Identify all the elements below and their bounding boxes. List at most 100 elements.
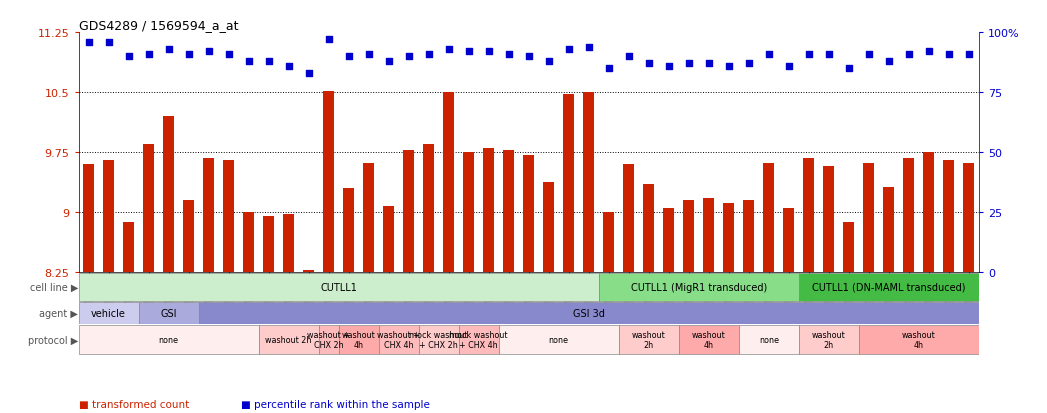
- Point: [801, 51, 818, 58]
- Bar: [739, 325, 799, 355]
- Bar: [243, 213, 254, 273]
- Bar: [823, 166, 834, 273]
- Text: washout +
CHX 2h: washout + CHX 2h: [307, 330, 350, 349]
- Text: cell line ▶: cell line ▶: [29, 282, 79, 292]
- Point: [960, 51, 977, 58]
- Bar: [884, 187, 894, 273]
- Bar: [678, 325, 739, 355]
- Bar: [524, 155, 534, 273]
- Point: [841, 66, 857, 72]
- Point: [881, 59, 897, 65]
- Text: GDS4289 / 1569594_a_at: GDS4289 / 1569594_a_at: [79, 19, 238, 32]
- Bar: [79, 302, 138, 324]
- Bar: [859, 325, 979, 355]
- Text: washout +
CHX 4h: washout + CHX 4h: [377, 330, 420, 349]
- Bar: [324, 91, 334, 273]
- Bar: [143, 145, 154, 273]
- Bar: [79, 325, 259, 355]
- Bar: [904, 159, 914, 273]
- Point: [281, 63, 297, 70]
- Bar: [543, 183, 554, 273]
- Point: [621, 54, 638, 60]
- Text: washout
4h: washout 4h: [692, 330, 726, 349]
- Point: [380, 59, 397, 65]
- Point: [861, 51, 877, 58]
- Bar: [419, 325, 459, 355]
- Point: [481, 49, 497, 55]
- Bar: [383, 206, 394, 273]
- Text: vehicle: vehicle: [91, 308, 126, 318]
- Point: [821, 51, 838, 58]
- Bar: [338, 325, 379, 355]
- Bar: [563, 95, 574, 273]
- Point: [340, 54, 357, 60]
- Point: [461, 49, 477, 55]
- Point: [140, 51, 157, 58]
- Bar: [443, 93, 454, 273]
- Point: [520, 54, 537, 60]
- Point: [160, 47, 177, 53]
- Bar: [423, 145, 435, 273]
- Text: washout
4h: washout 4h: [341, 330, 376, 349]
- Point: [500, 51, 517, 58]
- Bar: [684, 201, 694, 273]
- Bar: [223, 161, 235, 273]
- Bar: [599, 273, 799, 301]
- Bar: [803, 159, 815, 273]
- Text: agent ▶: agent ▶: [39, 308, 79, 318]
- Bar: [318, 325, 338, 355]
- Point: [441, 47, 458, 53]
- Point: [740, 61, 757, 67]
- Point: [580, 44, 597, 51]
- Point: [420, 51, 437, 58]
- Bar: [799, 273, 979, 301]
- Text: washout
2h: washout 2h: [812, 330, 846, 349]
- Text: protocol ▶: protocol ▶: [28, 335, 79, 345]
- Bar: [304, 270, 314, 273]
- Text: CUTLL1 (MigR1 transduced): CUTLL1 (MigR1 transduced): [630, 282, 767, 292]
- Point: [101, 39, 117, 46]
- Bar: [199, 302, 979, 324]
- Text: mock washout
+ CHX 2h: mock washout + CHX 2h: [409, 330, 468, 349]
- Bar: [203, 159, 214, 273]
- Point: [240, 59, 257, 65]
- Point: [400, 54, 417, 60]
- Point: [220, 51, 237, 58]
- Text: none: none: [759, 335, 779, 344]
- Bar: [163, 117, 174, 273]
- Point: [320, 37, 337, 43]
- Point: [360, 51, 377, 58]
- Point: [540, 59, 557, 65]
- Text: CUTLL1 (DN-MAML transduced): CUTLL1 (DN-MAML transduced): [812, 282, 965, 292]
- Bar: [603, 213, 615, 273]
- Bar: [643, 185, 654, 273]
- Point: [300, 71, 317, 77]
- Text: GSI: GSI: [160, 308, 177, 318]
- Point: [200, 49, 217, 55]
- Point: [681, 61, 697, 67]
- Text: ■ transformed count: ■ transformed count: [79, 399, 188, 409]
- Bar: [943, 161, 955, 273]
- Text: none: none: [158, 335, 179, 344]
- Bar: [864, 163, 874, 273]
- Bar: [283, 214, 294, 273]
- Bar: [743, 201, 754, 273]
- Text: washout 2h: washout 2h: [266, 335, 312, 344]
- Bar: [923, 153, 934, 273]
- Bar: [463, 153, 474, 273]
- Text: none: none: [549, 335, 569, 344]
- Text: ■ percentile rank within the sample: ■ percentile rank within the sample: [241, 399, 429, 409]
- Bar: [103, 161, 114, 273]
- Point: [180, 51, 197, 58]
- Bar: [343, 189, 354, 273]
- Point: [720, 63, 737, 70]
- Bar: [83, 165, 94, 273]
- Bar: [723, 203, 734, 273]
- Bar: [619, 325, 678, 355]
- Bar: [763, 163, 775, 273]
- Bar: [623, 165, 634, 273]
- Point: [940, 51, 957, 58]
- Text: mock washout
+ CHX 4h: mock washout + CHX 4h: [449, 330, 508, 349]
- Text: washout
4h: washout 4h: [903, 330, 936, 349]
- Bar: [79, 273, 599, 301]
